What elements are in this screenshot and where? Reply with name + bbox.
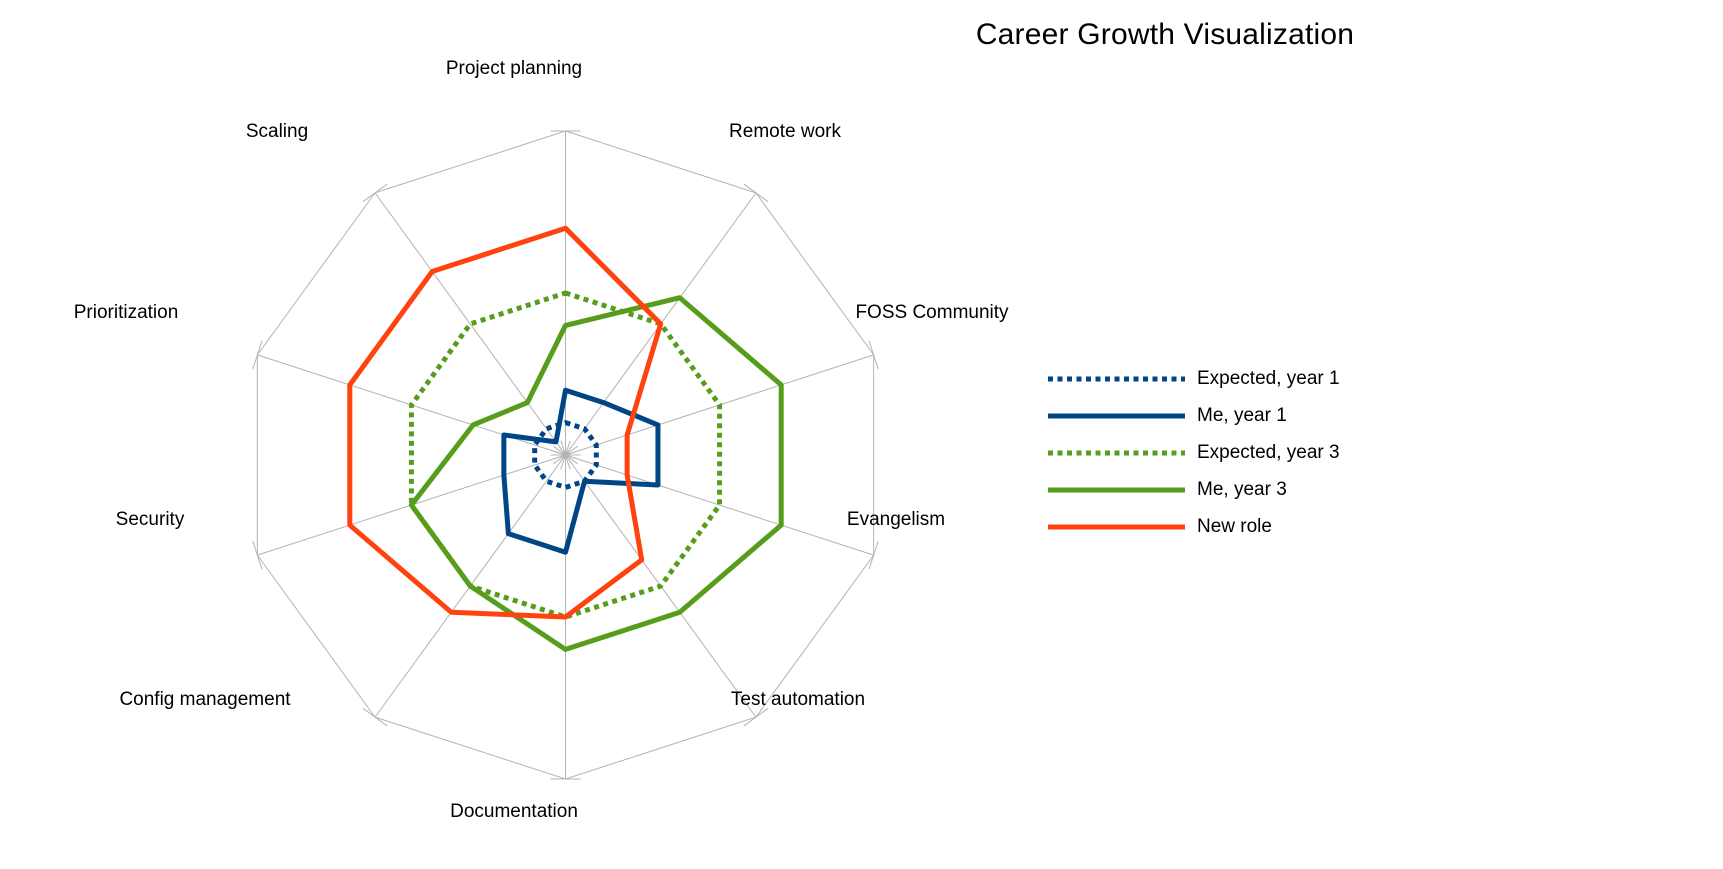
- center-starburst-ray: [555, 454, 566, 459]
- center-starburst-ray: [565, 445, 578, 456]
- legend-line-sample-solid: [1048, 524, 1185, 529]
- center-starburst-ray: [559, 454, 566, 464]
- center-starburst-ray: [555, 451, 566, 456]
- center-starburst-ray: [565, 446, 572, 456]
- series-polygon-new-role: [347, 225, 664, 620]
- legend-line-sample-solid: [1048, 413, 1185, 418]
- center-starburst-ray: [565, 454, 571, 470]
- legend-item-expected-year-3: Expected, year 3: [1048, 434, 1340, 471]
- legend-label: Me, year 1: [1197, 404, 1287, 426]
- chart-title: Career Growth Visualization: [975, 18, 1355, 51]
- legend-line-sample-dotted: [1048, 450, 1185, 455]
- legend-label: New role: [1197, 515, 1272, 537]
- center-starburst-ray: [553, 454, 566, 465]
- center-starburst-ray: [560, 454, 566, 470]
- grid-outer-polygon: [256, 130, 875, 780]
- legend-line-sample-solid: [1048, 487, 1185, 492]
- axis-label-evangelism: Evangelism: [846, 509, 946, 530]
- grid-spoke: [565, 454, 874, 556]
- axis-label-documentation: Documentation: [450, 801, 578, 822]
- axis-label-remote-work: Remote work: [729, 121, 841, 142]
- center-starburst-ray: [559, 446, 566, 456]
- center-starburst-ray: [565, 451, 576, 456]
- axis-label-config-management: Config management: [119, 689, 291, 710]
- center-starburst-ray: [565, 440, 571, 456]
- series-polygon-me-year-3: [408, 295, 784, 652]
- center-starburst-ray: [565, 454, 576, 459]
- legend-label: Me, year 3: [1197, 478, 1287, 500]
- legend-item-expected-year-1: Expected, year 1: [1048, 360, 1340, 397]
- axis-label-test-automation: Test automation: [730, 689, 866, 710]
- center-starburst-ray: [560, 440, 566, 456]
- legend-item-me-year-1: Me, year 1: [1048, 397, 1340, 434]
- axis-label-security: Security: [115, 509, 185, 530]
- axis-label-prioritization: Prioritization: [73, 302, 179, 323]
- series-polygon-me-year-1: [501, 387, 661, 555]
- axis-label-project-planning: Project planning: [445, 58, 583, 79]
- legend-item-me-year-3: Me, year 3: [1048, 471, 1340, 508]
- center-starburst-ray: [565, 454, 572, 464]
- axis-label-scaling: Scaling: [245, 121, 309, 142]
- series-polygon-expected-year-1: [532, 420, 599, 490]
- legend-line-sample-dotted: [1048, 376, 1185, 381]
- center-starburst-ray: [565, 454, 578, 465]
- grid-spoke: [374, 192, 566, 456]
- legend-label: Expected, year 3: [1197, 441, 1340, 463]
- legend: Expected, year 1 Me, year 1 Expected, year…: [1048, 360, 1340, 545]
- legend-item-new-role: New role: [1048, 508, 1340, 545]
- center-starburst-ray: [553, 445, 566, 456]
- legend-label: Expected, year 1: [1197, 367, 1340, 389]
- axis-label-foss-community: FOSS Community: [855, 302, 1009, 323]
